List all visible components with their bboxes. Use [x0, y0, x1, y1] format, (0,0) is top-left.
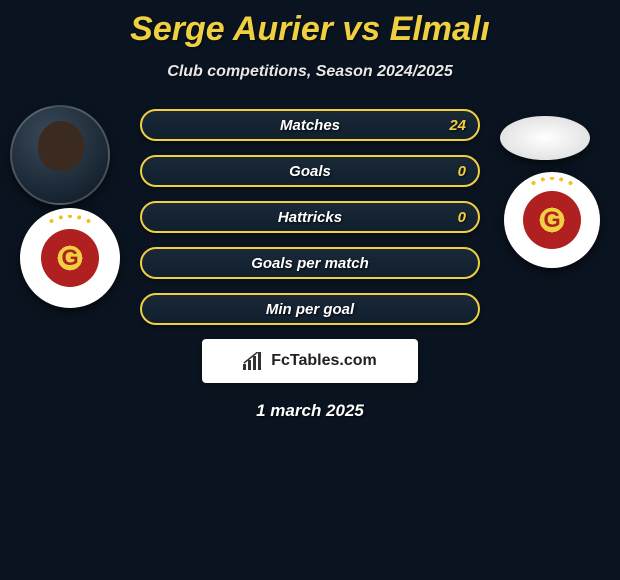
club-badge-right: G — [504, 172, 600, 268]
bar-chart-icon — [243, 352, 265, 370]
subtitle: Club competitions, Season 2024/2025 — [0, 63, 620, 81]
stat-row: Goals 0 — [140, 155, 480, 187]
stat-value: 24 — [449, 117, 466, 134]
stat-value: 0 — [458, 163, 466, 180]
stats-list: Matches 24 Goals 0 Hattricks 0 Goals per… — [140, 109, 480, 325]
galatasaray-crest-icon: G — [523, 191, 581, 249]
galatasaray-crest-icon: G — [41, 229, 99, 287]
stat-row: Goals per match — [140, 247, 480, 279]
date-label: 1 march 2025 — [0, 401, 620, 421]
stat-label: Goals per match — [251, 255, 369, 272]
stat-row: Matches 24 — [140, 109, 480, 141]
stat-label: Matches — [280, 117, 340, 134]
page-title: Serge Aurier vs Elmalı — [0, 0, 620, 49]
stat-value: 0 — [458, 209, 466, 226]
player-right-avatar — [500, 116, 590, 160]
stat-row: Hattricks 0 — [140, 201, 480, 233]
stat-row: Min per goal — [140, 293, 480, 325]
brand-watermark: FcTables.com — [202, 339, 418, 383]
club-badge-left: G — [20, 208, 120, 308]
brand-label: FcTables.com — [271, 352, 377, 370]
stat-label: Min per goal — [266, 301, 354, 318]
player-left-avatar — [10, 105, 110, 205]
stat-label: Goals — [289, 163, 331, 180]
stat-label: Hattricks — [278, 209, 342, 226]
